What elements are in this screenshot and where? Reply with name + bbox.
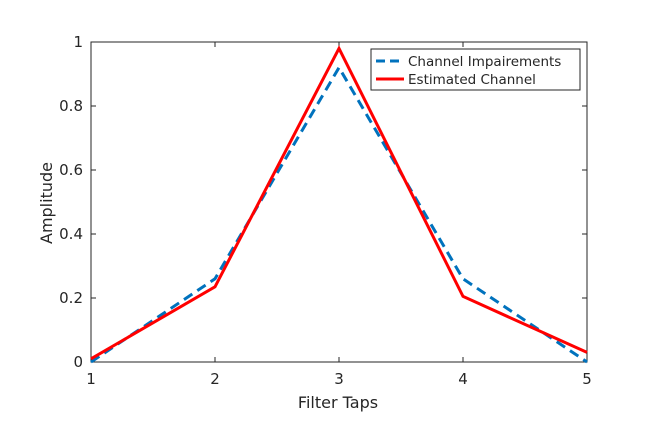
axes-frame bbox=[90, 41, 588, 363]
plot-area bbox=[90, 41, 588, 363]
legend-label-1: Channel Impairements bbox=[408, 54, 561, 70]
series-line-1 bbox=[90, 64, 588, 364]
y-axis: 0 0.2 0.4 0.6 0.8 1 bbox=[59, 33, 587, 371]
y-tick-label: 0 bbox=[73, 353, 83, 371]
y-tick-label: 1 bbox=[73, 33, 83, 51]
y-axis-title: Amplitude bbox=[37, 162, 56, 244]
y-tick-label: 0.6 bbox=[59, 161, 83, 179]
x-tick-label: 2 bbox=[210, 370, 220, 388]
x-axis-title: Filter Taps bbox=[298, 393, 378, 412]
series-line-2 bbox=[90, 45, 588, 361]
x-tick-label: 5 bbox=[582, 370, 592, 388]
y-tick-label: 0.8 bbox=[59, 97, 83, 115]
y-tick-label: 0.2 bbox=[59, 289, 83, 307]
x-tick-label: 1 bbox=[86, 370, 96, 388]
x-tick-label: 3 bbox=[334, 370, 344, 388]
y-tick-label: 0.4 bbox=[59, 225, 83, 243]
series-layer bbox=[90, 45, 588, 364]
legend: Channel Impairements Estimated Channel bbox=[370, 48, 581, 91]
legend-label-2: Estimated Channel bbox=[408, 72, 536, 88]
x-tick-label: 4 bbox=[458, 370, 468, 388]
legend-box bbox=[370, 48, 581, 91]
